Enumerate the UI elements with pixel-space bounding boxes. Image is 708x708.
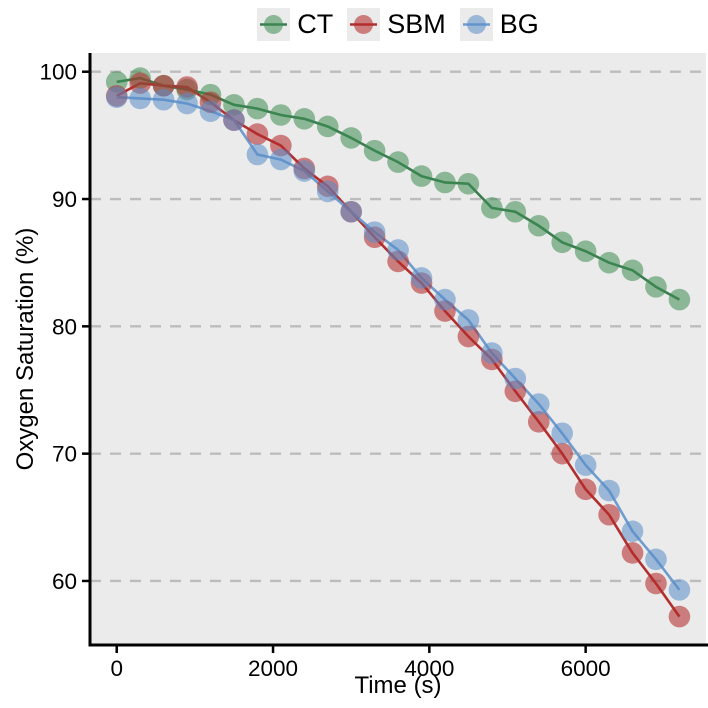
legend-label-sbm: SBM <box>387 8 446 39</box>
svg-text:90: 90 <box>52 187 77 212</box>
legend-key-bg-icon <box>459 7 493 41</box>
svg-text:0: 0 <box>110 656 123 681</box>
svg-text:60: 60 <box>52 569 77 594</box>
legend-item-sbm: SBM <box>347 7 446 41</box>
svg-text:100: 100 <box>39 60 77 85</box>
legend-label-ct: CT <box>297 8 334 39</box>
svg-text:2000: 2000 <box>248 656 298 681</box>
legend-key-sbm-icon <box>347 7 381 41</box>
svg-text:70: 70 <box>52 442 77 467</box>
x-axis-title: Time (s) <box>354 672 442 699</box>
y-axis-title: Oxygen Saturation (%) <box>12 227 39 471</box>
svg-text:80: 80 <box>52 314 77 339</box>
chart-legend: CT SBM BG <box>90 4 706 44</box>
legend-item-ct: CT <box>257 7 334 41</box>
svg-text:6000: 6000 <box>561 656 611 681</box>
legend-key-ct-icon <box>257 7 291 41</box>
legend-item-bg: BG <box>459 7 539 41</box>
legend-label-bg: BG <box>499 8 539 39</box>
svg-text:4000: 4000 <box>404 656 454 681</box>
